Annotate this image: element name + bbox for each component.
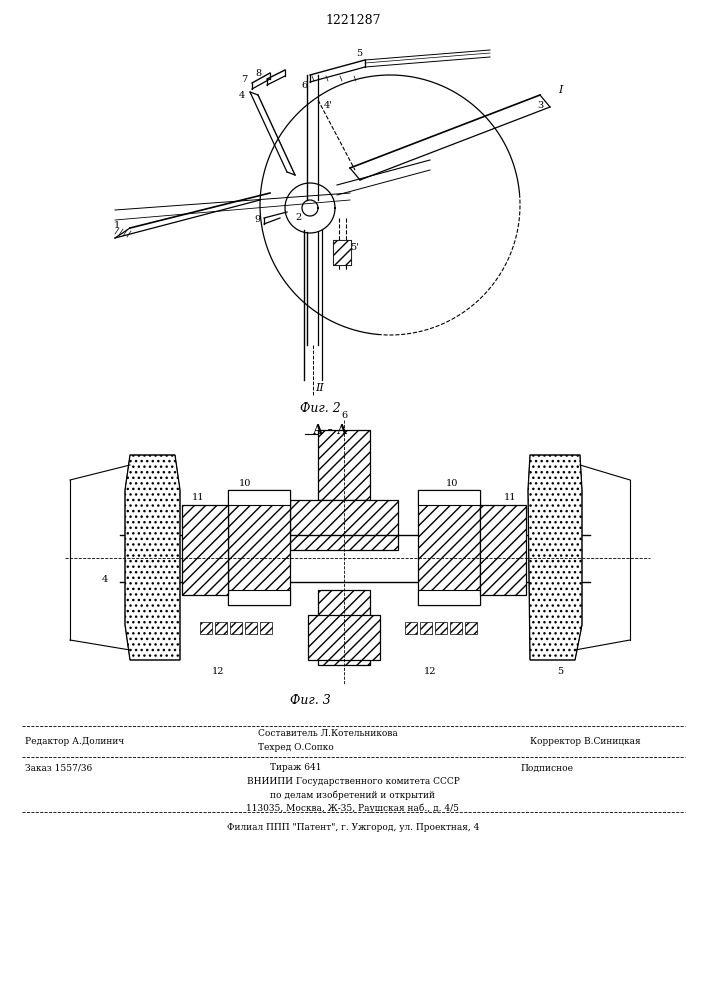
Text: Подписное: Подписное: [520, 764, 573, 772]
Text: 11: 11: [192, 493, 204, 502]
Text: 6: 6: [341, 411, 347, 420]
Text: 12: 12: [423, 668, 436, 676]
Text: ВНИИПИ Государственного комитета СССР: ВНИИПИ Государственного комитета СССР: [247, 778, 460, 786]
Text: 5: 5: [356, 49, 362, 58]
Text: 1: 1: [114, 221, 120, 230]
Text: 6: 6: [301, 82, 307, 91]
Text: по делам изобретений и открытий: по делам изобретений и открытий: [271, 790, 436, 800]
Bar: [333, 240, 351, 265]
Polygon shape: [125, 455, 180, 660]
Bar: [418, 590, 480, 605]
Text: 113035, Москва, Ж-35, Раушская наб., д. 4/5: 113035, Москва, Ж-35, Раушская наб., д. …: [247, 803, 460, 813]
Bar: [405, 622, 417, 634]
Text: Редактор А.Долинич: Редактор А.Долинич: [25, 738, 124, 746]
Text: 1221287: 1221287: [325, 13, 381, 26]
Text: Техред О.Сопко: Техред О.Сопко: [258, 742, 334, 752]
Text: 11: 11: [504, 493, 516, 502]
Bar: [333, 240, 351, 265]
Text: Фиг. 3: Фиг. 3: [290, 694, 330, 706]
Text: Фиг. 2: Фиг. 2: [300, 401, 340, 414]
Text: Заказ 1557/36: Заказ 1557/36: [25, 764, 92, 772]
Text: I: I: [558, 85, 562, 95]
Text: 8: 8: [255, 70, 261, 79]
Bar: [182, 505, 228, 595]
Bar: [228, 590, 290, 605]
Bar: [228, 490, 290, 605]
Text: 4: 4: [102, 576, 108, 584]
Bar: [420, 622, 432, 634]
Bar: [435, 622, 447, 634]
Text: Корректор В.Синицкая: Корректор В.Синицкая: [530, 738, 641, 746]
Text: 3: 3: [537, 101, 543, 109]
Text: 12: 12: [212, 668, 224, 676]
Text: 5: 5: [557, 668, 563, 676]
Bar: [318, 590, 370, 665]
Text: 7: 7: [241, 76, 247, 85]
Bar: [290, 500, 398, 550]
Text: 9: 9: [254, 216, 260, 225]
Bar: [245, 622, 257, 634]
Text: Филиал ППП "Патент", г. Ужгород, ул. Проектная, 4: Филиал ППП "Патент", г. Ужгород, ул. Про…: [227, 824, 479, 832]
Text: 2: 2: [295, 214, 301, 223]
Text: А - А: А - А: [313, 424, 347, 436]
Bar: [318, 430, 370, 500]
Bar: [450, 622, 462, 634]
Text: Составитель Л.Котельникова: Составитель Л.Котельникова: [258, 728, 398, 738]
Text: II: II: [315, 383, 325, 393]
Bar: [260, 622, 272, 634]
Bar: [465, 622, 477, 634]
Text: 5': 5': [351, 243, 359, 252]
Text: Тираж 641: Тираж 641: [270, 764, 322, 772]
Bar: [215, 622, 227, 634]
Bar: [228, 490, 290, 505]
Bar: [480, 505, 526, 595]
Text: 4': 4': [324, 102, 332, 110]
Text: 10: 10: [239, 479, 251, 488]
Text: 4: 4: [239, 92, 245, 101]
Bar: [230, 622, 242, 634]
Bar: [308, 615, 380, 660]
Polygon shape: [528, 455, 582, 660]
Bar: [418, 490, 480, 505]
Text: 10: 10: [446, 479, 458, 488]
Bar: [418, 490, 480, 605]
Bar: [200, 622, 212, 634]
